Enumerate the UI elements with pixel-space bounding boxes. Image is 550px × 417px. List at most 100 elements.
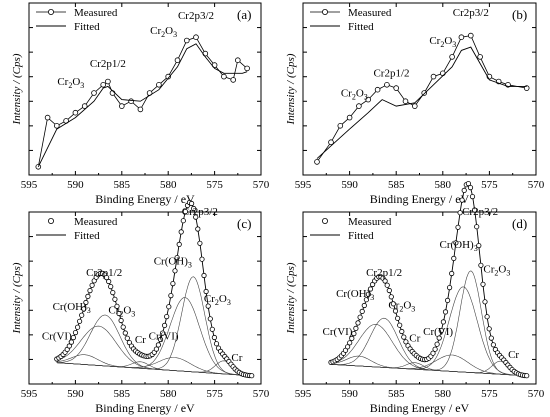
annotation-subscript: 2: [68, 81, 72, 90]
measured-point: [119, 103, 125, 109]
measured-point: [87, 287, 93, 294]
measured-point: [346, 114, 353, 121]
annotation-subscript: 3: [188, 260, 192, 269]
x-axis-label: Binding Energy / eV: [95, 401, 195, 415]
measured-point: [367, 286, 374, 292]
annotation-subscript: 3: [173, 30, 177, 39]
measured-point: [449, 54, 455, 60]
y-axis-label: Intensity / (Cps): [285, 262, 297, 334]
x-axis-label: Binding Energy / eV: [370, 192, 470, 206]
measured-point: [211, 334, 217, 341]
annotation-subscript: 2: [119, 310, 123, 319]
peak-annotation: Cr2p1/2: [86, 267, 122, 279]
measured-point: [201, 272, 207, 279]
annotation-subscript: 2: [215, 298, 219, 307]
annotation-part: Cr2p1/2: [90, 58, 126, 70]
peak-annotation: Cr: [409, 332, 420, 344]
legend-measured-marker: [321, 8, 328, 15]
measured-point: [351, 330, 357, 337]
measured-point: [174, 57, 181, 63]
measured-point: [168, 292, 174, 299]
measured-point: [471, 207, 478, 213]
measured-point: [328, 139, 334, 146]
annotation-subscript: 3: [370, 293, 374, 302]
annotation-part: Cr: [135, 334, 146, 346]
measured-point: [394, 315, 401, 321]
measured-point: [118, 317, 124, 324]
measured-point: [249, 373, 255, 379]
measured-point: [488, 335, 494, 341]
measured-point: [75, 324, 81, 330]
peak-annotation: Cr(VI): [149, 331, 179, 343]
measured-point: [174, 255, 180, 261]
measured-point: [355, 320, 361, 326]
x-tick-label: 570: [528, 388, 545, 400]
measured-point: [399, 328, 405, 335]
peak-annotation: Cr: [231, 352, 242, 364]
measured-point: [81, 103, 88, 109]
legend-measured-label: Measured: [348, 216, 392, 228]
measured-point: [421, 90, 428, 96]
annotation-part: Cr: [108, 305, 119, 317]
measured-point: [100, 82, 106, 88]
measured-point: [166, 304, 172, 310]
x-tick-label: 570: [253, 179, 270, 191]
peak-annotation: Cr2O3: [341, 87, 368, 101]
annotation-subscript: 3: [131, 310, 135, 319]
peak-annotation: Cr2p1/2: [90, 58, 126, 70]
annotation-part: Cr(VI): [423, 326, 453, 338]
measured-point: [436, 335, 442, 341]
x-tick-label: 585: [114, 388, 131, 400]
measured-point: [112, 296, 118, 302]
annotation-subscript: 3: [80, 81, 84, 90]
measured-point: [70, 334, 77, 341]
x-tick-label: 580: [435, 179, 452, 191]
y-axis-label: Intensity / (Cps): [285, 53, 297, 125]
x-tick-label: 580: [435, 388, 452, 400]
measured-point: [156, 82, 162, 88]
measured-point: [35, 164, 42, 170]
peak-annotation: Cr2p3/2: [178, 10, 214, 22]
measured-point: [382, 278, 388, 284]
peak-annotation: Cr: [135, 334, 146, 346]
annotation-subscript: 3: [452, 40, 456, 49]
legend-fitted-label: Fitted: [74, 21, 100, 33]
measured-point: [478, 262, 484, 268]
x-tick-label: 575: [206, 179, 223, 191]
measured-point: [195, 226, 201, 232]
measured-point: [386, 287, 392, 294]
x-tick-label: 590: [341, 388, 358, 400]
x-tick-label: 595: [295, 179, 312, 191]
peak-annotation: Cr2p3/2: [182, 206, 218, 218]
measured-point: [467, 185, 474, 191]
x-axis-label: Binding Energy / eV: [370, 401, 470, 415]
measured-point: [193, 34, 199, 40]
measured-point: [68, 339, 75, 345]
measured-point: [108, 283, 114, 290]
measured-point: [523, 85, 530, 91]
measured-curve: [37, 36, 248, 167]
measured-point: [442, 309, 449, 315]
measured-point: [193, 214, 199, 220]
peak-annotation: Cr2p3/2: [453, 7, 489, 19]
annotation-subscript: 2: [352, 92, 356, 101]
annotation-part: Cr2p1/2: [366, 267, 402, 279]
measured-point: [209, 326, 215, 332]
annotation-part: Cr: [429, 35, 440, 47]
component-peak-2: [56, 354, 252, 377]
legend-fitted-label: Fitted: [348, 21, 374, 33]
measured-point: [81, 306, 87, 312]
annotation-part: O: [72, 76, 80, 88]
measured-point: [459, 197, 465, 203]
background-line: [330, 364, 527, 377]
x-tick-label: 595: [295, 388, 312, 400]
x-tick-label: 585: [388, 388, 405, 400]
peak-annotation: Cr2O3: [108, 305, 135, 319]
peak-annotation: Cr(OH)3: [336, 288, 374, 302]
component-peak-0: [56, 314, 252, 377]
x-tick-label: 580: [160, 179, 177, 191]
measured-point: [124, 335, 130, 341]
annotation-subscript: 3: [411, 305, 415, 314]
measured-point: [444, 297, 451, 303]
annotation-part: O: [165, 25, 173, 37]
